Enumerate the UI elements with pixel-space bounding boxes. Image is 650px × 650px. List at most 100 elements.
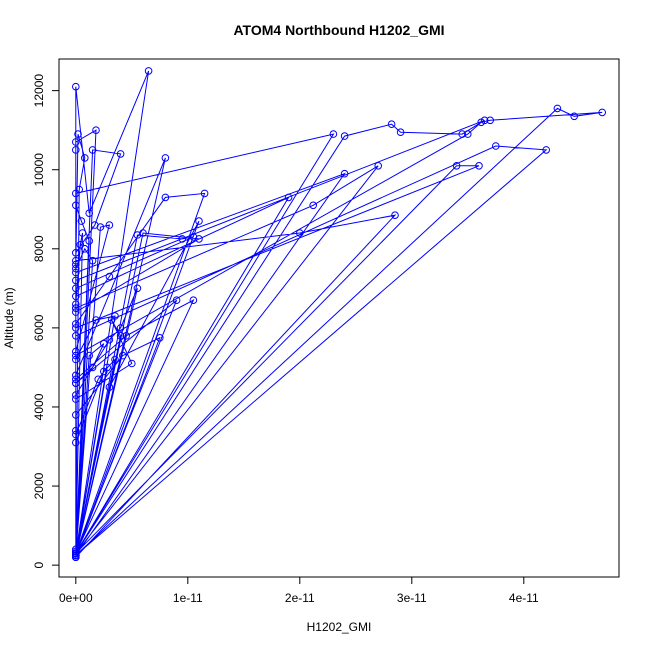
y-tick-label: 12000 xyxy=(32,74,46,108)
data-point xyxy=(107,316,116,324)
data-point xyxy=(72,355,80,364)
data-point xyxy=(72,82,80,91)
data-point xyxy=(111,355,119,364)
data-point xyxy=(172,296,181,305)
data-point xyxy=(116,150,125,158)
x-tick-label: 0e+00 xyxy=(59,591,93,605)
data-point xyxy=(72,351,80,360)
data-point xyxy=(195,217,203,225)
data-point xyxy=(81,154,89,162)
data-point xyxy=(458,130,467,138)
data-point xyxy=(122,332,130,340)
data-point xyxy=(92,126,100,134)
data-point xyxy=(100,339,108,348)
data-point xyxy=(340,132,349,140)
x-axis-label: H1202_GMI xyxy=(307,620,372,634)
data-point xyxy=(116,332,125,340)
data-point xyxy=(570,112,579,121)
data-point xyxy=(387,120,396,128)
data-point xyxy=(85,209,93,217)
data-point xyxy=(486,116,495,125)
data-point xyxy=(85,237,93,245)
data-point xyxy=(284,193,293,202)
data-point xyxy=(542,146,551,154)
data-point xyxy=(189,296,198,305)
data-point xyxy=(72,146,80,154)
data-point xyxy=(72,547,80,556)
data-point xyxy=(72,256,80,265)
data-point xyxy=(396,128,405,136)
data-point xyxy=(88,256,97,265)
data-point xyxy=(116,324,125,332)
data-point xyxy=(72,324,80,332)
y-tick-label: 2000 xyxy=(32,472,46,499)
data-point xyxy=(76,241,85,249)
y-tick-label: 6000 xyxy=(32,314,46,341)
data-series xyxy=(72,67,607,562)
data-point xyxy=(105,221,114,229)
data-point xyxy=(464,130,472,138)
data-point xyxy=(72,320,80,328)
data-point xyxy=(139,229,147,237)
data-point xyxy=(72,411,80,419)
data-point xyxy=(72,426,80,435)
data-point xyxy=(200,189,209,198)
data-point xyxy=(553,104,562,113)
data-point xyxy=(72,264,80,273)
data-point xyxy=(85,351,93,360)
data-point xyxy=(105,335,114,344)
data-point xyxy=(75,185,83,194)
data-point xyxy=(329,130,338,138)
data-point xyxy=(92,316,100,324)
data-point xyxy=(340,169,349,178)
data-point xyxy=(195,235,203,243)
data-point xyxy=(77,217,86,225)
y-axis-label: Altitude (m) xyxy=(2,287,16,348)
data-point xyxy=(492,142,500,150)
x-axis: 0e+00 1e-11 2e-11 3e-11 4e-11 xyxy=(59,576,539,605)
data-point xyxy=(178,235,186,243)
data-point xyxy=(72,276,80,285)
data-point xyxy=(72,304,80,312)
series-line xyxy=(75,70,603,559)
y-tick-label: 0 xyxy=(32,561,46,568)
y-tick-label: 10000 xyxy=(32,153,46,187)
data-point xyxy=(72,332,80,340)
data-point xyxy=(296,229,304,237)
data-point xyxy=(72,438,80,447)
data-point xyxy=(452,162,461,170)
data-point xyxy=(128,359,136,368)
data-point xyxy=(133,284,142,293)
y-tick-label: 4000 xyxy=(32,393,46,420)
data-point xyxy=(374,162,383,170)
y-tick-label: 8000 xyxy=(32,235,46,262)
data-point xyxy=(105,272,114,281)
data-point xyxy=(72,553,80,562)
data-point xyxy=(477,118,486,127)
data-point xyxy=(72,391,80,399)
data-point xyxy=(72,375,80,384)
data-point xyxy=(391,211,399,219)
x-tick-label: 1e-11 xyxy=(173,591,203,605)
data-point xyxy=(144,67,153,75)
data-point xyxy=(74,130,82,138)
data-point xyxy=(119,351,127,360)
data-point xyxy=(72,138,80,146)
data-point xyxy=(475,162,483,170)
data-point xyxy=(88,363,97,372)
data-point xyxy=(72,308,80,316)
data-point xyxy=(156,334,164,342)
data-point xyxy=(72,545,80,554)
data-point xyxy=(309,201,318,210)
y-axis: 0 2000 4000 6000 8000 10000 12000 xyxy=(32,74,60,568)
data-point xyxy=(161,154,170,162)
x-tick-label: 3e-11 xyxy=(397,591,427,605)
data-point xyxy=(105,383,114,392)
data-point xyxy=(72,260,80,269)
data-point xyxy=(72,430,80,439)
data-point xyxy=(72,371,80,380)
data-point xyxy=(72,292,80,301)
data-point xyxy=(78,229,87,237)
data-point xyxy=(96,223,105,231)
